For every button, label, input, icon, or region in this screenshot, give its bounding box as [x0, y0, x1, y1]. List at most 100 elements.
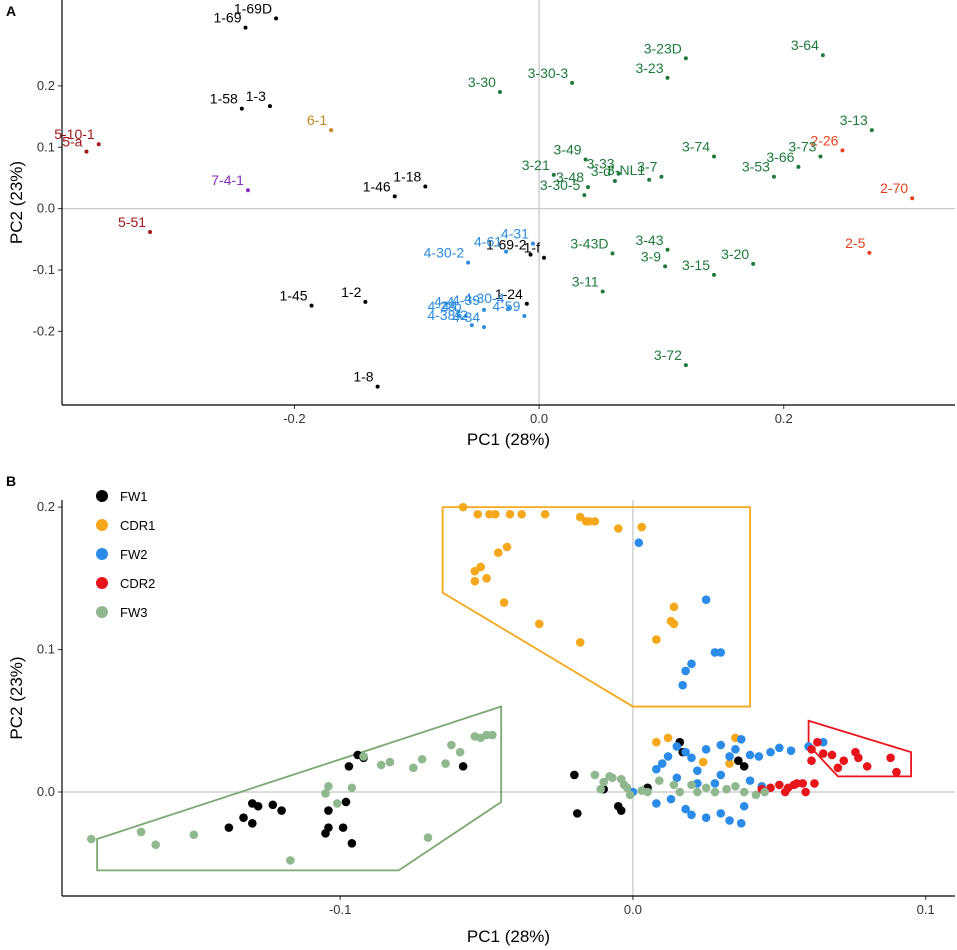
panel-b-point-fw3 [447, 740, 456, 750]
panel-b-point-fw3 [590, 770, 600, 780]
panel-b-point-fw1 [341, 797, 351, 807]
panel-a-point [84, 149, 89, 154]
panel-a-point [469, 323, 474, 328]
panel-a-point-label: 3-NL1 [607, 162, 645, 178]
panel-a-x-tick-label: 0.0 [530, 411, 548, 426]
panel-b-point-cdr2 [775, 780, 784, 790]
panel-a-point [423, 184, 428, 189]
panel-b-point-cdr1 [517, 509, 526, 519]
panel-b-point-cdr2 [886, 753, 895, 763]
panel-b-point-fw3 [599, 777, 608, 787]
panel-b-point-cdr1 [575, 512, 585, 522]
panel-a-point [683, 363, 688, 368]
panel-a-point [466, 260, 471, 265]
panel-a-point-label: 3-48 [556, 169, 584, 185]
panel-a-point [665, 75, 670, 80]
panel-b-point-fw2 [725, 816, 734, 825]
panel-b-point-cdr1 [493, 548, 503, 558]
panel-a-point-label: 5-51 [118, 214, 146, 230]
panel-a-point-label: 4-30-2 [424, 245, 465, 261]
panel-a-point [840, 148, 845, 153]
panel-b-point-fw1 [321, 829, 330, 838]
panel-b-y-axis-title: PC2 (23%) [7, 656, 26, 739]
panel-a-point [530, 241, 535, 246]
panel-b-point-cdr2 [833, 763, 843, 773]
panel-b-point-cdr1 [652, 635, 661, 644]
panel-b-region-fw3 [96, 705, 503, 872]
panel-b-point-fw2 [701, 813, 711, 822]
panel-b-point-fw1 [324, 806, 333, 815]
panel-a-point-label: 3-66 [766, 149, 794, 165]
panel-a-point [96, 142, 101, 147]
panel-b-point-fw3 [643, 787, 652, 797]
panel-b-point-fw3 [751, 790, 761, 800]
panel-b-point-fw3 [189, 830, 199, 840]
panel-a-point [239, 106, 244, 111]
panel-b-point-fw3 [441, 759, 450, 768]
panel-a-point [274, 16, 279, 21]
panel-a-point-label: 3-30 [468, 74, 496, 90]
panel-b-point-fw2 [652, 764, 661, 774]
panel-b-x-tick-label: 0.0 [624, 902, 642, 917]
panel-b-point-fw1 [239, 813, 248, 822]
panel-a-point [482, 307, 487, 312]
panel-a-point-label: 5-a [62, 134, 82, 150]
panel-a-point [541, 255, 546, 260]
panel-b-point-fw3 [669, 780, 679, 790]
panel-a-point [582, 193, 587, 198]
panel-a-point-label: 4-b [441, 298, 461, 314]
panel-b-point-fw3 [324, 782, 333, 791]
panel-b-point-fw3 [731, 782, 740, 791]
panel-a-point-label: 1-45 [280, 288, 308, 304]
panel-b-point-cdr1 [637, 522, 647, 532]
panel-a-point-label: 1-58 [210, 91, 238, 107]
panel-a-point-label: 1-69 [213, 10, 241, 26]
panel-a-point-label: 1-18 [393, 169, 421, 185]
panel-b-point-cdr2 [807, 756, 816, 765]
panel-a-point [524, 301, 529, 306]
panel-a-point [522, 314, 527, 319]
panel-b-point-cdr1 [663, 733, 673, 743]
panel-a-point [910, 196, 915, 201]
panel-a-point-label: 4-28 [428, 298, 456, 314]
panel-b-point-fw2 [687, 753, 696, 763]
panel-a-point-label: 3-21 [522, 157, 550, 173]
panel-b-point-fw3 [136, 827, 146, 837]
panel-a-point-label: 4-34 [452, 309, 480, 325]
panel-b-point-fw3 [376, 760, 386, 770]
panel-b-point-fw2 [657, 759, 667, 768]
panel-a-point [820, 53, 825, 58]
panel-a-point-label: 1-24 [495, 286, 523, 302]
panel-b-point-fw2 [754, 752, 764, 761]
panel-b-point-cdr2 [839, 756, 849, 765]
panel-b-point-fw1 [458, 762, 468, 771]
panel-b-legend: FW1 CDR1 FW2 CDR2 FW3 [96, 489, 155, 620]
panel-a-point-label: 3-23 [635, 60, 663, 76]
panel-b-point-fw1 [277, 806, 286, 815]
panel-b-point-fw2 [736, 819, 746, 828]
panel-a-point [267, 104, 272, 109]
panel-a-point [583, 157, 588, 162]
panel-b-point-fw1 [734, 756, 743, 765]
panel-a-point-label: 3-20 [721, 246, 749, 262]
panel-b-point-cdr1 [652, 737, 661, 747]
panel-b-point-fw2 [681, 666, 690, 676]
panel-b-point-fw2 [745, 750, 755, 760]
panel-b-point-fw3 [654, 776, 664, 785]
panel-b-point-cdr2 [892, 767, 901, 777]
panel-b-point-cdr1 [502, 542, 512, 552]
panel-b-point-cdr1 [725, 759, 734, 768]
panel-a-x-axis-title: PC1 (28%) [467, 430, 550, 449]
panel-b-point-fw3 [596, 784, 606, 794]
panel-b-point-cdr1 [669, 619, 679, 629]
panel-b-point-fw2 [736, 735, 746, 744]
panel-b-tag: B [6, 473, 16, 489]
panel-b-point-fw2 [716, 770, 726, 780]
panel-b-region-cdr2 [807, 719, 912, 778]
panel-b-point-cdr2 [862, 762, 872, 771]
panel-a-point [457, 314, 462, 319]
panel-a-point-label: 1-69-2 [486, 237, 527, 253]
panel-a-point-label: 3-13 [840, 112, 868, 128]
panel-b-point-cdr2 [783, 783, 793, 793]
panel-b-point-fw2 [681, 804, 690, 814]
